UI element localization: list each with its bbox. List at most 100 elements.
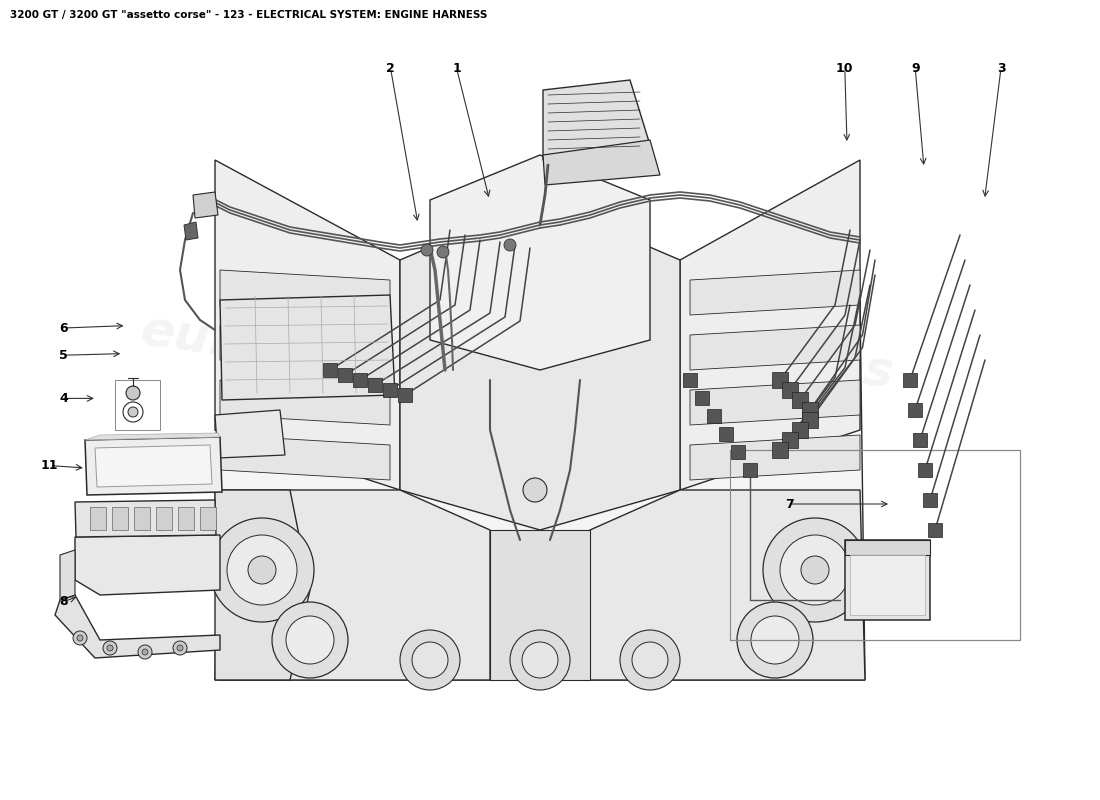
Polygon shape <box>782 382 797 398</box>
Circle shape <box>173 641 187 655</box>
Polygon shape <box>543 140 660 185</box>
Polygon shape <box>742 463 757 477</box>
Polygon shape <box>214 490 310 680</box>
Circle shape <box>138 645 152 659</box>
Polygon shape <box>719 427 733 441</box>
Polygon shape <box>695 391 710 405</box>
Polygon shape <box>923 493 937 507</box>
Text: 8: 8 <box>59 595 68 608</box>
Polygon shape <box>214 160 400 490</box>
Circle shape <box>103 641 117 655</box>
Circle shape <box>620 630 680 690</box>
Circle shape <box>248 556 276 584</box>
Circle shape <box>504 239 516 251</box>
Polygon shape <box>323 363 337 377</box>
Polygon shape <box>214 490 490 680</box>
Text: 10: 10 <box>836 62 854 74</box>
Polygon shape <box>368 378 382 392</box>
Polygon shape <box>55 595 220 658</box>
Polygon shape <box>850 555 925 615</box>
Circle shape <box>400 630 460 690</box>
Circle shape <box>107 645 113 651</box>
Circle shape <box>780 535 850 605</box>
Text: 9: 9 <box>911 62 920 74</box>
Circle shape <box>510 630 570 690</box>
Polygon shape <box>338 368 352 382</box>
Polygon shape <box>683 373 697 387</box>
Circle shape <box>421 244 433 256</box>
Text: 3200 GT / 3200 GT "assetto corse" - 123 - ELECTRICAL SYSTEM: ENGINE HARNESS: 3200 GT / 3200 GT "assetto corse" - 123 … <box>10 10 487 20</box>
Polygon shape <box>913 433 927 447</box>
Polygon shape <box>732 445 745 459</box>
Text: 6: 6 <box>59 322 68 334</box>
Polygon shape <box>220 325 390 370</box>
Polygon shape <box>690 270 860 315</box>
Circle shape <box>272 602 348 678</box>
Polygon shape <box>398 388 412 402</box>
Circle shape <box>522 478 547 502</box>
Circle shape <box>801 556 829 584</box>
Circle shape <box>437 246 449 258</box>
Polygon shape <box>178 507 194 530</box>
Polygon shape <box>200 507 216 530</box>
Text: 4: 4 <box>59 392 68 405</box>
Polygon shape <box>430 155 650 370</box>
Polygon shape <box>845 540 930 555</box>
Polygon shape <box>214 300 865 680</box>
Polygon shape <box>112 507 128 530</box>
Polygon shape <box>95 445 212 487</box>
Circle shape <box>227 535 297 605</box>
Circle shape <box>177 645 183 651</box>
Text: 2: 2 <box>386 62 395 74</box>
Polygon shape <box>903 373 917 387</box>
Polygon shape <box>60 550 75 600</box>
Polygon shape <box>680 160 860 490</box>
Text: 7: 7 <box>785 498 794 510</box>
Circle shape <box>210 518 313 622</box>
Polygon shape <box>845 540 930 620</box>
Circle shape <box>77 635 82 641</box>
Polygon shape <box>772 372 788 388</box>
Text: 3: 3 <box>997 62 1005 74</box>
Polygon shape <box>690 325 860 370</box>
Polygon shape <box>918 463 932 477</box>
Polygon shape <box>353 373 367 387</box>
Circle shape <box>126 386 140 400</box>
Polygon shape <box>90 507 106 530</box>
Circle shape <box>73 631 87 645</box>
Circle shape <box>286 616 334 664</box>
Polygon shape <box>383 383 397 397</box>
Polygon shape <box>220 270 390 315</box>
Polygon shape <box>220 380 390 425</box>
Polygon shape <box>156 507 172 530</box>
Polygon shape <box>220 435 390 480</box>
Text: 11: 11 <box>41 459 58 472</box>
Polygon shape <box>214 410 285 458</box>
Polygon shape <box>220 295 395 400</box>
Polygon shape <box>792 392 808 408</box>
Polygon shape <box>85 437 222 495</box>
Circle shape <box>763 518 867 622</box>
Circle shape <box>128 407 138 417</box>
Circle shape <box>522 642 558 678</box>
Polygon shape <box>802 412 818 428</box>
Polygon shape <box>134 507 150 530</box>
Polygon shape <box>75 535 220 595</box>
Polygon shape <box>928 523 942 537</box>
Polygon shape <box>772 442 788 458</box>
Polygon shape <box>490 530 590 680</box>
Polygon shape <box>184 222 198 240</box>
Polygon shape <box>400 200 680 530</box>
Text: eurospares: eurospares <box>138 306 456 398</box>
Text: eurospares: eurospares <box>578 306 896 398</box>
Circle shape <box>737 602 813 678</box>
Polygon shape <box>802 402 818 418</box>
Polygon shape <box>85 433 220 440</box>
Polygon shape <box>75 500 216 537</box>
Text: 5: 5 <box>59 349 68 362</box>
Polygon shape <box>690 435 860 480</box>
Circle shape <box>632 642 668 678</box>
Polygon shape <box>590 490 865 680</box>
Polygon shape <box>690 380 860 425</box>
Circle shape <box>412 642 448 678</box>
